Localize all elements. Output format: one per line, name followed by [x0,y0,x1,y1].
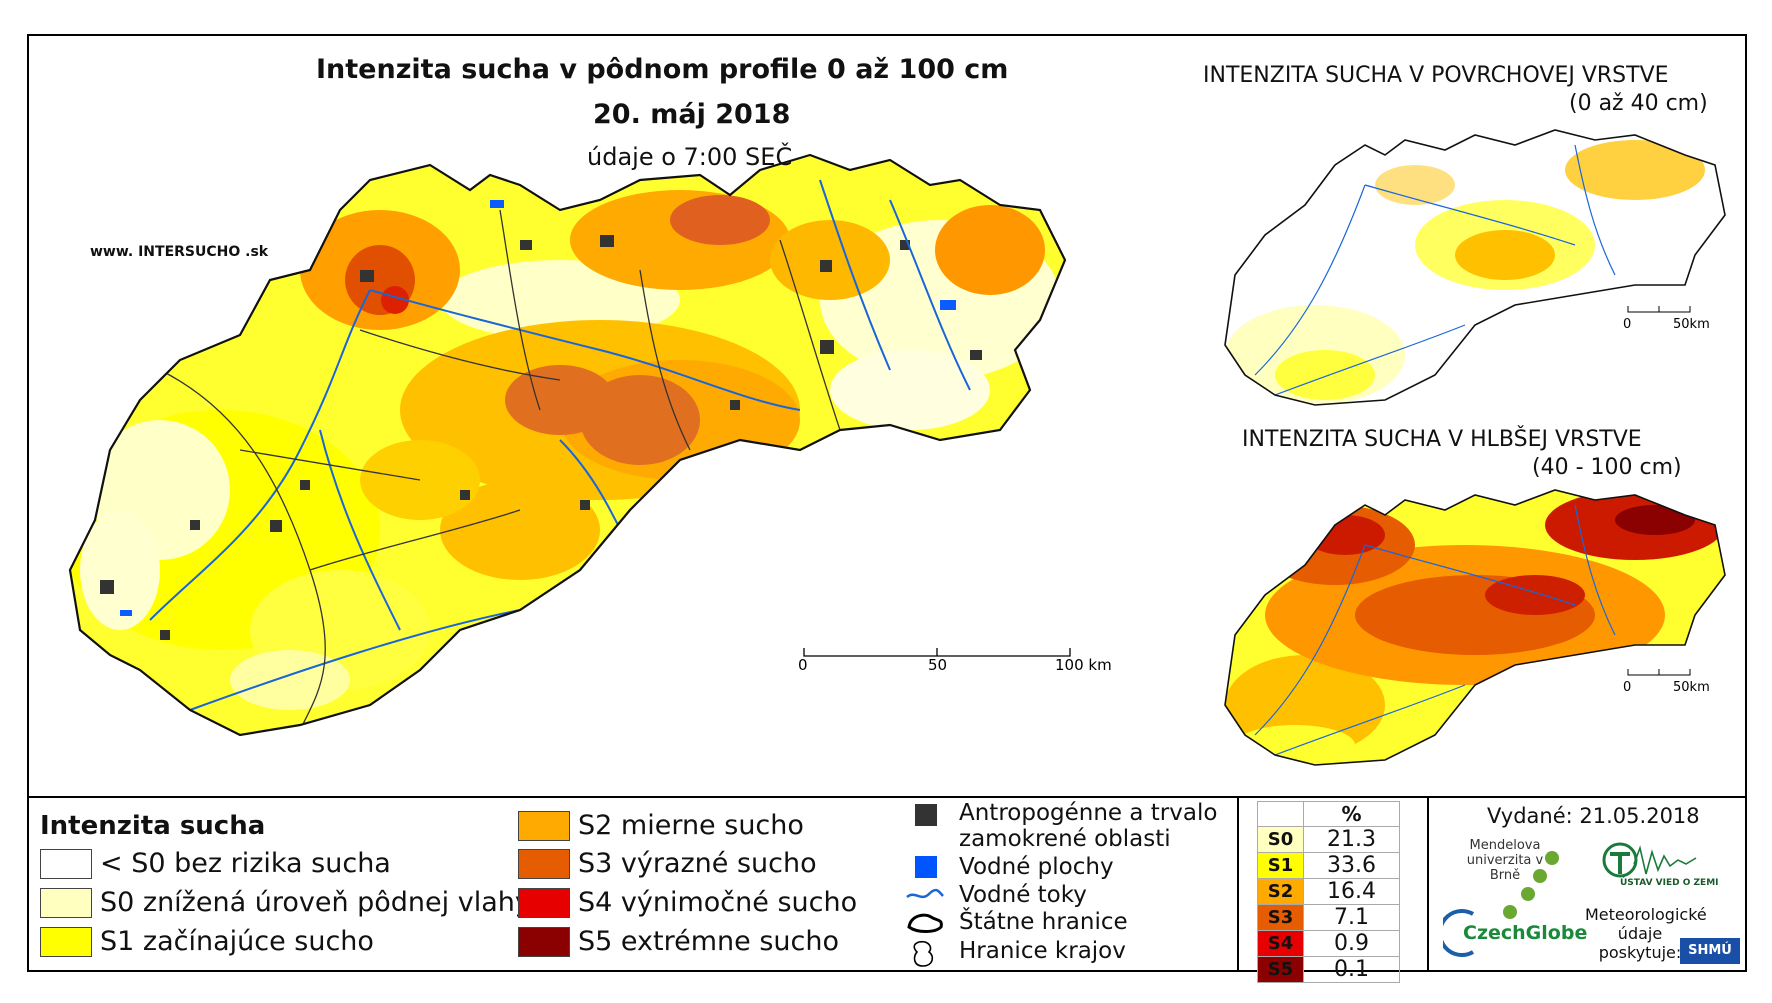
legend-symbol-state-border-label: Štátne hranice [959,909,1128,935]
legend-heading: Intenzita sucha [40,811,266,841]
inset-deep-subtitle: (40 - 100 cm) [1532,455,1682,480]
inset-surface-title: INTENZITA SUCHA V POVRCHOVEJ VRSTVE [1203,63,1669,88]
legend-symbol-anthropogenic: Antropogénne a trvalo zamokrené oblasti [905,800,1225,852]
legend-class-none-label: < S0 bez rizika sucha [100,848,391,879]
time-note: údaje o 7:00 SEČ [587,143,793,171]
legend-class-s4: S4 výnimočné sucho [518,887,857,918]
legend-class-s0: S0 znížená úroveň pôdnej vlahy [40,887,531,918]
legend-divider [27,796,1747,798]
inset-deep-scale: 0 50km [1623,669,1710,695]
legend-class-none: < S0 bez rizika sucha [40,848,391,879]
website-link[interactable]: www. INTERSUCHO .sk [90,244,269,260]
swatch-s4 [518,887,570,918]
swatch-s5 [518,926,570,957]
dark-square-icon [905,800,945,830]
legend-class-s4-label: S4 výnimočné sucho [578,887,858,918]
shmu-logo: SHMÚ [1680,938,1740,964]
ustav-text: ÚSTAV VIED O ZEMI [1620,878,1719,888]
ustav-logo: ÚSTAV VIED O ZEMI [1600,840,1719,890]
class-cell-s5: S5 [1257,956,1304,983]
legend-class-s1: S1 začínajúce sucho [40,926,374,957]
state-border-icon [905,909,945,939]
meteo-note: Meteorologické údaje poskytuje: [1585,905,1707,962]
percent-table: % S0 21.3 S1 33.6 S2 16.4 S3 7.1 S4 0.9 S5 0.1 [1257,801,1400,983]
percent-header: % [1303,801,1400,827]
mendel-dots-icon [1503,851,1559,919]
legend-symbol-region-border: Hranice krajov [905,938,1126,968]
scale-label-50: 50 [928,656,947,674]
legend-class-s2: S2 mierne sucho [518,810,804,841]
river-line-icon [905,882,945,912]
inset-surface-map [1224,129,1726,406]
legend-symbol-water-bodies-label: Vodné plochy [959,854,1114,880]
scale-label-100: 100 km [1055,656,1112,674]
value-cell-s5: 0.1 [1303,956,1400,983]
shmu-text: SHMÚ [1688,943,1732,958]
percent-table-header: % [1257,801,1400,827]
swatch-none [40,848,92,879]
inset-surface-scale-0: 0 [1623,317,1631,332]
main-scale-bar: 0 50 100 km [798,648,1112,674]
table-row: S4 0.9 [1257,930,1400,957]
inset-deep-title: INTENZITA SUCHA V HLBŠEJ VRSTVE [1242,427,1642,452]
class-cell-s4: S4 [1257,930,1304,957]
legend-class-s5-label: S5 extrémne sucho [578,926,839,957]
class-cell-s2: S2 [1257,878,1304,905]
legend-class-s5: S5 extrémne sucho [518,926,839,957]
legend-class-s3: S3 výrazné sucho [518,848,817,879]
region-border-icon [905,938,945,968]
legend-class-s2-label: S2 mierne sucho [578,810,804,841]
mendel-logo-text: Mendelova univerzita v Brně [1466,838,1544,883]
issued-date: Vydané: 21.05.2018 [1487,804,1700,828]
value-cell-s0: 21.3 [1303,826,1400,853]
legend-symbol-water-bodies: Vodné plochy [905,854,1114,884]
legend-class-s3-label: S3 výrazné sucho [578,848,817,879]
value-cell-s1: 33.6 [1303,852,1400,879]
swatch-s1 [40,926,92,957]
table-row: S1 33.6 [1257,852,1400,879]
scale-label-0: 0 [798,656,808,674]
value-cell-s3: 7.1 [1303,904,1400,931]
table-divider-left [1237,796,1239,972]
legend-symbol-rivers: Vodné toky [905,882,1087,912]
inset-deep-scale-50: 50km [1673,680,1710,695]
map-title: Intenzita sucha v pôdnom profile 0 až 10… [316,54,1009,85]
legend-symbol-rivers-label: Vodné toky [959,882,1087,908]
swatch-s2 [518,810,570,841]
table-divider-right [1427,796,1429,972]
table-row: S2 16.4 [1257,878,1400,905]
legend-symbol-anthropogenic-label: Antropogénne a trvalo zamokrené oblasti [959,800,1218,852]
legend-symbol-state-border: Štátne hranice [905,909,1128,939]
legend-symbol-region-border-label: Hranice krajov [959,938,1126,964]
main-map [68,153,1067,737]
swatch-s3 [518,848,570,879]
legend-class-s1-label: S1 začínajúce sucho [100,926,374,957]
table-row: S5 0.1 [1257,956,1400,983]
inset-surface-scale: 0 50km [1623,306,1710,332]
class-cell-s3: S3 [1257,904,1304,931]
inset-deep-map [1224,489,1726,766]
czechglobe-text: CzechGlobe [1463,922,1588,944]
swatch-s0 [40,887,92,918]
class-cell-s0: S0 [1257,826,1304,853]
inset-surface-subtitle: (0 až 40 cm) [1569,91,1708,116]
map-date: 20. máj 2018 [593,99,791,130]
table-row: S0 21.3 [1257,826,1400,853]
value-cell-s2: 16.4 [1303,878,1400,905]
blue-square-icon [905,854,945,884]
value-cell-s4: 0.9 [1303,930,1400,957]
table-row: S3 7.1 [1257,904,1400,931]
inset-deep-scale-0: 0 [1623,680,1631,695]
class-cell-s1: S1 [1257,852,1304,879]
czechglobe-logo: CzechGlobe [1443,908,1593,962]
inset-surface-scale-50: 50km [1673,317,1710,332]
legend-class-s0-label: S0 znížená úroveň pôdnej vlahy [100,887,531,918]
